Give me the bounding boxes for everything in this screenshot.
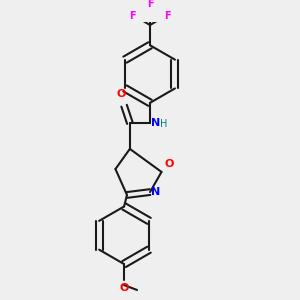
Text: N: N [152,118,161,128]
Text: F: F [147,0,153,9]
Text: H: H [160,119,167,129]
Text: O: O [116,88,126,98]
Text: N: N [152,187,161,197]
Text: F: F [129,11,136,22]
Text: F: F [164,11,171,22]
Text: O: O [119,283,129,293]
Text: O: O [164,159,174,169]
